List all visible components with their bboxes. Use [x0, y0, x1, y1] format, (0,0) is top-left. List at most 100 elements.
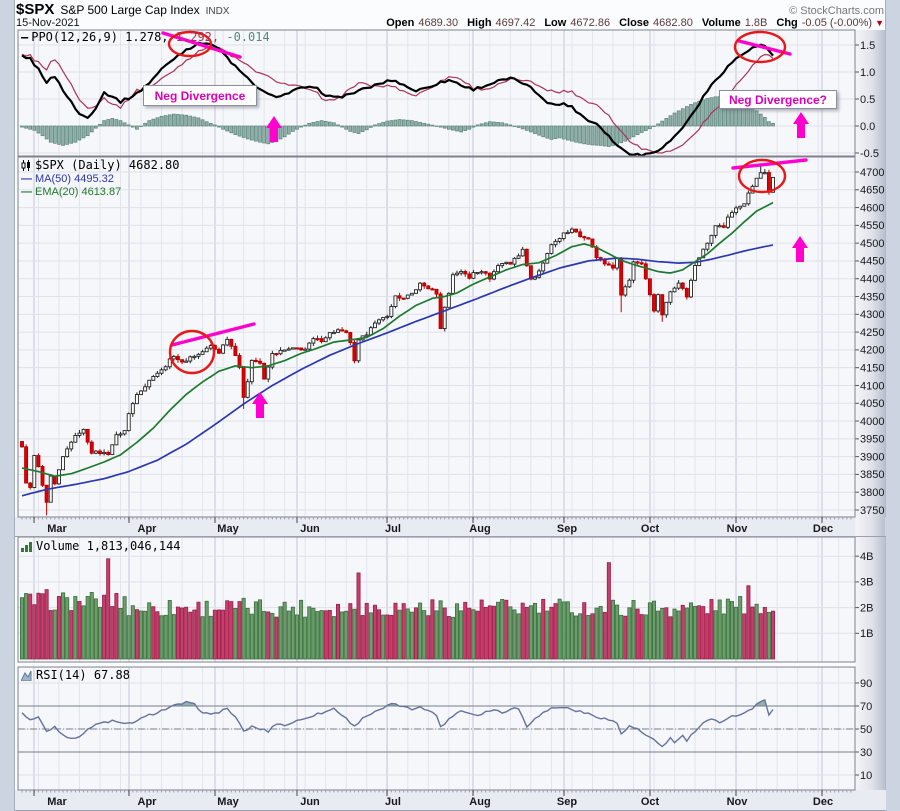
volume-y-axis[interactable]: 4B 3B 2B 1B: [855, 551, 874, 640]
axis-tick-label: 4500: [860, 238, 884, 250]
axis-tick-label: 1B: [860, 628, 873, 640]
candlestick-icon: [21, 160, 31, 171]
ticker-exchange: INDX: [205, 6, 230, 17]
trendline-annotation[interactable]: [737, 39, 792, 56]
axis-tick-label: 4400: [860, 274, 884, 286]
axis-tick-label: 1.5: [860, 40, 875, 52]
month-axis[interactable]: Mar Apr May Jun Jul Aug Sep Oct Nov Dec: [15, 517, 886, 537]
month-label: Nov: [727, 523, 749, 535]
rsi-y-axis[interactable]: 90 70 50 30 10: [855, 678, 873, 782]
axis-tick-label: 70: [860, 701, 872, 713]
month-label: May: [217, 523, 239, 535]
quote-value: 4697.42: [495, 17, 536, 29]
axis-tick-label: 3750: [860, 505, 884, 517]
month-label: Mar: [47, 523, 67, 535]
rsi-legend-name: RSI(14): [36, 668, 87, 682]
month-label: Jul: [385, 523, 401, 535]
trendline-annotation[interactable]: [170, 322, 256, 347]
price-y-axis[interactable]: 4700 4650 4600 4550 4500 4450 4400 4350 4300 4250…: [855, 167, 885, 517]
neg-divergence-question-label: Neg Divergence?: [719, 90, 837, 109]
price-plot-area[interactable]: [18, 157, 855, 517]
rsi-series: [18, 698, 855, 753]
month-axis-strip: [15, 790, 886, 811]
red-circle-annotation[interactable]: [733, 30, 787, 64]
month-label: Jul: [385, 796, 401, 808]
volume-legend-value: 1,813,046,144: [86, 539, 181, 553]
month-label: Oct: [641, 796, 660, 808]
ma50-legend-text: MA(50) 4495.32: [35, 173, 114, 185]
axis-tick-label: 4100: [860, 380, 884, 392]
ma50-legend: — MA(50) 4495.32: [21, 173, 114, 186]
month-label: May: [217, 796, 239, 808]
axis-tick-label: 4550: [860, 220, 884, 232]
red-circle-annotation[interactable]: [167, 30, 213, 58]
copyright: © StockCharts.com: [789, 5, 884, 17]
axis-tick-label: 4050: [860, 398, 884, 410]
ppo-legend-name: PPO(12,26,9): [31, 30, 118, 44]
axis-tick-label: 4350: [860, 291, 884, 303]
axis-tick-label: 4200: [860, 345, 884, 357]
ticker-symbol[interactable]: $SPX: [16, 1, 55, 18]
month-label: Apr: [138, 523, 158, 535]
red-circle-annotation[interactable]: [168, 329, 216, 375]
up-arrow-annotation[interactable]: [792, 236, 808, 262]
axis-tick-label: 4700: [860, 167, 884, 179]
month-label: Apr: [138, 796, 158, 808]
ticker-name: S&P 500 Large Cap Index: [60, 3, 200, 17]
axis-tick-label: 10: [860, 770, 872, 782]
annotations: [161, 30, 809, 418]
up-arrow-annotation[interactable]: [266, 116, 282, 142]
axis-tick-label: 3B: [860, 577, 873, 589]
quote-row: Open 4689.30 High 4697.42 Low 4672.86 Close 468…: [377, 17, 884, 29]
red-circle-annotation[interactable]: [737, 158, 787, 194]
month-axis-strip: [15, 517, 886, 537]
axis-tick-label: -0.5: [860, 148, 879, 160]
ma50-line: [21, 244, 774, 497]
axis-tick-label: 90: [860, 678, 872, 690]
up-arrow-annotation[interactable]: [793, 112, 809, 138]
up-arrow-annotation[interactable]: [252, 392, 268, 418]
axis-tick-label: 4650: [860, 185, 884, 197]
month-label: Aug: [469, 796, 490, 808]
rsi-legend: RSI(14) 67.88: [21, 669, 130, 682]
axis-tick-label: 4300: [860, 309, 884, 321]
axis-tick-label: 4150: [860, 362, 884, 374]
candlesticks: [20, 165, 775, 516]
price-plot-area-grid: [18, 157, 855, 517]
axis-tick-label: 3800: [860, 487, 884, 499]
volume-legend: Volume 1,813,046,144: [21, 540, 181, 553]
quote-value: 4672.86: [570, 17, 611, 29]
ppo-legend: — PPO(12,26,9) 1.278, 1.292, -0.014: [21, 31, 270, 44]
y-axis-strip[interactable]: [855, 30, 886, 790]
quote-label: Volume: [701, 17, 741, 29]
ppo-plot-area-border: [17, 29, 856, 157]
price-legend: $SPX (Daily) 4682.80: [21, 159, 180, 172]
trendline-annotation[interactable]: [161, 31, 242, 59]
ema20-legend-text: EMA(20) 4613.87: [35, 186, 122, 198]
price-legend-text: $SPX (Daily) 4682.80: [35, 158, 180, 172]
volume-bars-icon: [21, 541, 32, 552]
ppo-y-axis[interactable]: 1.5 1.0 0.5 0.0 -0.5: [855, 40, 879, 160]
axis-tick-label: 1.0: [860, 67, 875, 79]
axis-tick-label: 3950: [860, 434, 884, 446]
axis-tick-label: 3850: [860, 469, 884, 481]
axis-tick-label: 4B: [860, 551, 873, 563]
ema20-legend: — EMA(20) 4613.87: [21, 186, 121, 199]
ppo-line: [21, 41, 774, 156]
axis-tick-label: 2B: [860, 602, 873, 614]
chart-header: $SPX S&P 500 Large Cap Index INDX © Stoc…: [16, 1, 884, 30]
quote-value: 4689.30: [418, 17, 459, 29]
quote-label: Low: [544, 17, 567, 29]
axis-tick-label: 30: [860, 747, 872, 759]
axis-tick-label: 4000: [860, 416, 884, 428]
trendline-annotation[interactable]: [731, 158, 808, 170]
month-label: Dec: [813, 523, 833, 535]
chg-down-triangle-icon[interactable]: ▼: [875, 18, 884, 28]
quote-label: High: [467, 17, 492, 29]
quote-value: 4682.80: [653, 17, 693, 29]
month-label: Oct: [641, 523, 660, 535]
month-label: Jun: [300, 796, 320, 808]
axis-tick-label: 3900: [860, 451, 884, 463]
month-label: Mar: [47, 796, 67, 808]
